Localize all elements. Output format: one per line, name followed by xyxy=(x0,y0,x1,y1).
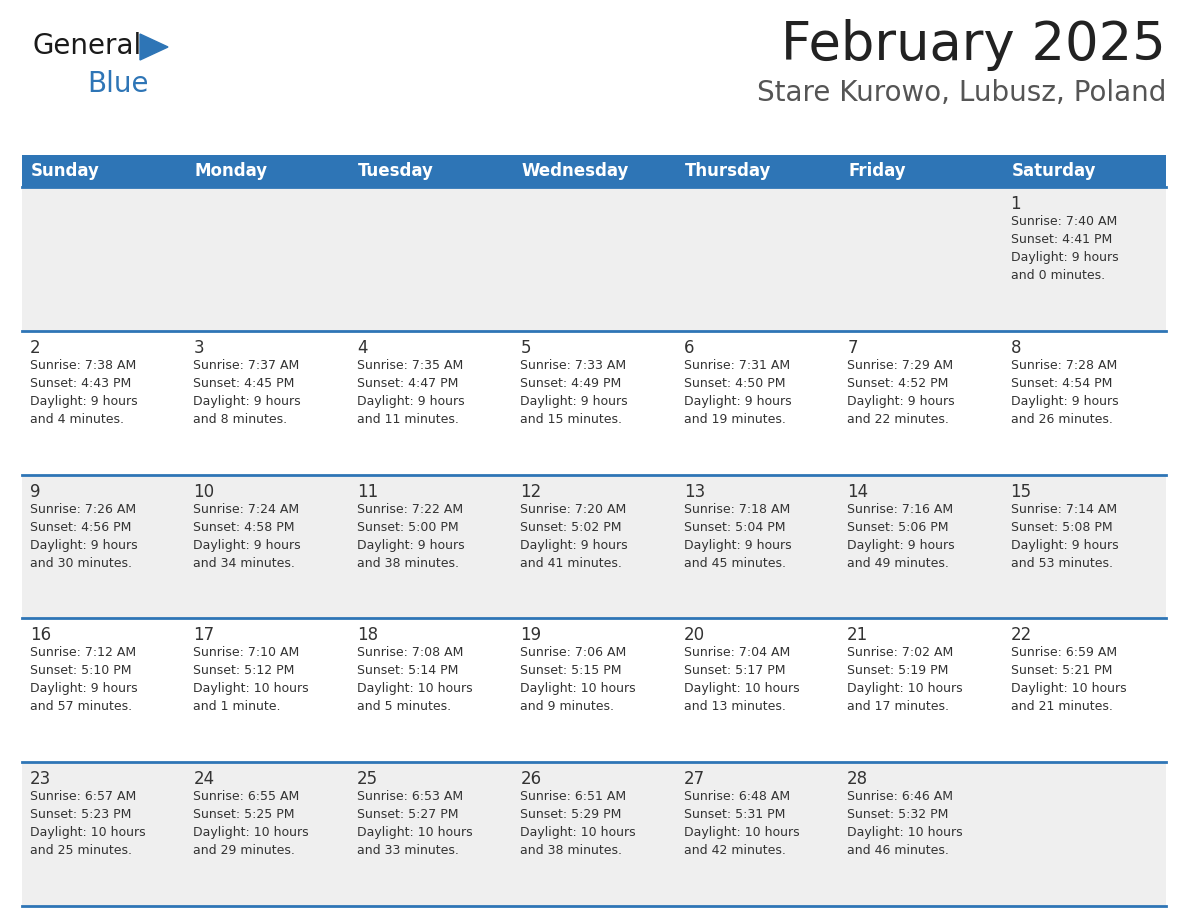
Text: 7: 7 xyxy=(847,339,858,357)
Text: Sunrise: 6:53 AM
Sunset: 5:27 PM
Daylight: 10 hours
and 33 minutes.: Sunrise: 6:53 AM Sunset: 5:27 PM Dayligh… xyxy=(356,790,473,857)
Text: Sunrise: 7:24 AM
Sunset: 4:58 PM
Daylight: 9 hours
and 34 minutes.: Sunrise: 7:24 AM Sunset: 4:58 PM Dayligh… xyxy=(194,502,301,569)
Text: 27: 27 xyxy=(684,770,704,789)
Text: 8: 8 xyxy=(1011,339,1020,357)
Text: General: General xyxy=(32,32,141,60)
Text: Friday: Friday xyxy=(848,162,905,180)
Text: 17: 17 xyxy=(194,626,215,644)
Bar xyxy=(349,155,512,187)
Text: 13: 13 xyxy=(684,483,704,500)
Bar xyxy=(23,762,1165,906)
Text: 18: 18 xyxy=(356,626,378,644)
Text: 16: 16 xyxy=(30,626,51,644)
Text: Sunrise: 7:38 AM
Sunset: 4:43 PM
Daylight: 9 hours
and 4 minutes.: Sunrise: 7:38 AM Sunset: 4:43 PM Dayligh… xyxy=(30,359,138,426)
Text: 26: 26 xyxy=(520,770,542,789)
Text: Sunday: Sunday xyxy=(31,162,100,180)
Text: Sunrise: 7:02 AM
Sunset: 5:19 PM
Daylight: 10 hours
and 17 minutes.: Sunrise: 7:02 AM Sunset: 5:19 PM Dayligh… xyxy=(847,646,962,713)
Text: 19: 19 xyxy=(520,626,542,644)
Text: 25: 25 xyxy=(356,770,378,789)
Text: Stare Kurowo, Lubusz, Poland: Stare Kurowo, Lubusz, Poland xyxy=(757,79,1165,107)
Text: Sunrise: 7:31 AM
Sunset: 4:50 PM
Daylight: 9 hours
and 19 minutes.: Sunrise: 7:31 AM Sunset: 4:50 PM Dayligh… xyxy=(684,359,791,426)
Text: February 2025: February 2025 xyxy=(782,19,1165,71)
Text: 12: 12 xyxy=(520,483,542,500)
Text: Sunrise: 7:33 AM
Sunset: 4:49 PM
Daylight: 9 hours
and 15 minutes.: Sunrise: 7:33 AM Sunset: 4:49 PM Dayligh… xyxy=(520,359,628,426)
Text: Sunrise: 6:57 AM
Sunset: 5:23 PM
Daylight: 10 hours
and 25 minutes.: Sunrise: 6:57 AM Sunset: 5:23 PM Dayligh… xyxy=(30,790,146,857)
Text: Sunrise: 7:04 AM
Sunset: 5:17 PM
Daylight: 10 hours
and 13 minutes.: Sunrise: 7:04 AM Sunset: 5:17 PM Dayligh… xyxy=(684,646,800,713)
Bar xyxy=(23,330,1165,475)
Text: Sunrise: 7:18 AM
Sunset: 5:04 PM
Daylight: 9 hours
and 45 minutes.: Sunrise: 7:18 AM Sunset: 5:04 PM Dayligh… xyxy=(684,502,791,569)
Text: Sunrise: 7:10 AM
Sunset: 5:12 PM
Daylight: 10 hours
and 1 minute.: Sunrise: 7:10 AM Sunset: 5:12 PM Dayligh… xyxy=(194,646,309,713)
Text: Sunrise: 7:20 AM
Sunset: 5:02 PM
Daylight: 9 hours
and 41 minutes.: Sunrise: 7:20 AM Sunset: 5:02 PM Dayligh… xyxy=(520,502,628,569)
Text: 9: 9 xyxy=(30,483,40,500)
Text: Sunrise: 7:26 AM
Sunset: 4:56 PM
Daylight: 9 hours
and 30 minutes.: Sunrise: 7:26 AM Sunset: 4:56 PM Dayligh… xyxy=(30,502,138,569)
Text: Tuesday: Tuesday xyxy=(358,162,434,180)
Text: Sunrise: 6:59 AM
Sunset: 5:21 PM
Daylight: 10 hours
and 21 minutes.: Sunrise: 6:59 AM Sunset: 5:21 PM Dayligh… xyxy=(1011,646,1126,713)
Text: Sunrise: 7:08 AM
Sunset: 5:14 PM
Daylight: 10 hours
and 5 minutes.: Sunrise: 7:08 AM Sunset: 5:14 PM Dayligh… xyxy=(356,646,473,713)
Text: 4: 4 xyxy=(356,339,367,357)
Bar xyxy=(839,155,1003,187)
Bar xyxy=(1003,155,1165,187)
Text: 11: 11 xyxy=(356,483,378,500)
Text: Sunrise: 7:22 AM
Sunset: 5:00 PM
Daylight: 9 hours
and 38 minutes.: Sunrise: 7:22 AM Sunset: 5:00 PM Dayligh… xyxy=(356,502,465,569)
Text: 5: 5 xyxy=(520,339,531,357)
Polygon shape xyxy=(140,34,168,60)
Text: Sunrise: 6:48 AM
Sunset: 5:31 PM
Daylight: 10 hours
and 42 minutes.: Sunrise: 6:48 AM Sunset: 5:31 PM Dayligh… xyxy=(684,790,800,857)
Text: Sunrise: 7:16 AM
Sunset: 5:06 PM
Daylight: 9 hours
and 49 minutes.: Sunrise: 7:16 AM Sunset: 5:06 PM Dayligh… xyxy=(847,502,955,569)
Text: Saturday: Saturday xyxy=(1011,162,1097,180)
Bar xyxy=(23,475,1165,619)
Text: 22: 22 xyxy=(1011,626,1032,644)
Bar xyxy=(23,155,185,187)
Text: Thursday: Thursday xyxy=(684,162,771,180)
Bar xyxy=(512,155,676,187)
Text: Sunrise: 6:46 AM
Sunset: 5:32 PM
Daylight: 10 hours
and 46 minutes.: Sunrise: 6:46 AM Sunset: 5:32 PM Dayligh… xyxy=(847,790,962,857)
Text: Sunrise: 7:37 AM
Sunset: 4:45 PM
Daylight: 9 hours
and 8 minutes.: Sunrise: 7:37 AM Sunset: 4:45 PM Dayligh… xyxy=(194,359,301,426)
Text: 28: 28 xyxy=(847,770,868,789)
Text: Sunrise: 7:12 AM
Sunset: 5:10 PM
Daylight: 9 hours
and 57 minutes.: Sunrise: 7:12 AM Sunset: 5:10 PM Dayligh… xyxy=(30,646,138,713)
Text: Sunrise: 7:14 AM
Sunset: 5:08 PM
Daylight: 9 hours
and 53 minutes.: Sunrise: 7:14 AM Sunset: 5:08 PM Dayligh… xyxy=(1011,502,1118,569)
Text: Sunrise: 7:35 AM
Sunset: 4:47 PM
Daylight: 9 hours
and 11 minutes.: Sunrise: 7:35 AM Sunset: 4:47 PM Dayligh… xyxy=(356,359,465,426)
Text: Sunrise: 7:29 AM
Sunset: 4:52 PM
Daylight: 9 hours
and 22 minutes.: Sunrise: 7:29 AM Sunset: 4:52 PM Dayligh… xyxy=(847,359,955,426)
Text: 14: 14 xyxy=(847,483,868,500)
Text: 21: 21 xyxy=(847,626,868,644)
Text: 6: 6 xyxy=(684,339,694,357)
Text: 10: 10 xyxy=(194,483,215,500)
Text: Wednesday: Wednesday xyxy=(522,162,628,180)
Text: 20: 20 xyxy=(684,626,704,644)
Text: Blue: Blue xyxy=(87,70,148,98)
Text: Sunrise: 6:55 AM
Sunset: 5:25 PM
Daylight: 10 hours
and 29 minutes.: Sunrise: 6:55 AM Sunset: 5:25 PM Dayligh… xyxy=(194,790,309,857)
Bar xyxy=(23,187,1165,330)
Text: Monday: Monday xyxy=(195,162,267,180)
Text: 24: 24 xyxy=(194,770,215,789)
Text: Sunrise: 6:51 AM
Sunset: 5:29 PM
Daylight: 10 hours
and 38 minutes.: Sunrise: 6:51 AM Sunset: 5:29 PM Dayligh… xyxy=(520,790,636,857)
Text: 3: 3 xyxy=(194,339,204,357)
Bar xyxy=(185,155,349,187)
Text: 1: 1 xyxy=(1011,195,1022,213)
Text: 23: 23 xyxy=(30,770,51,789)
Bar xyxy=(23,619,1165,762)
Bar xyxy=(676,155,839,187)
Text: 15: 15 xyxy=(1011,483,1031,500)
Text: Sunrise: 7:28 AM
Sunset: 4:54 PM
Daylight: 9 hours
and 26 minutes.: Sunrise: 7:28 AM Sunset: 4:54 PM Dayligh… xyxy=(1011,359,1118,426)
Text: 2: 2 xyxy=(30,339,40,357)
Text: Sunrise: 7:40 AM
Sunset: 4:41 PM
Daylight: 9 hours
and 0 minutes.: Sunrise: 7:40 AM Sunset: 4:41 PM Dayligh… xyxy=(1011,215,1118,282)
Text: Sunrise: 7:06 AM
Sunset: 5:15 PM
Daylight: 10 hours
and 9 minutes.: Sunrise: 7:06 AM Sunset: 5:15 PM Dayligh… xyxy=(520,646,636,713)
